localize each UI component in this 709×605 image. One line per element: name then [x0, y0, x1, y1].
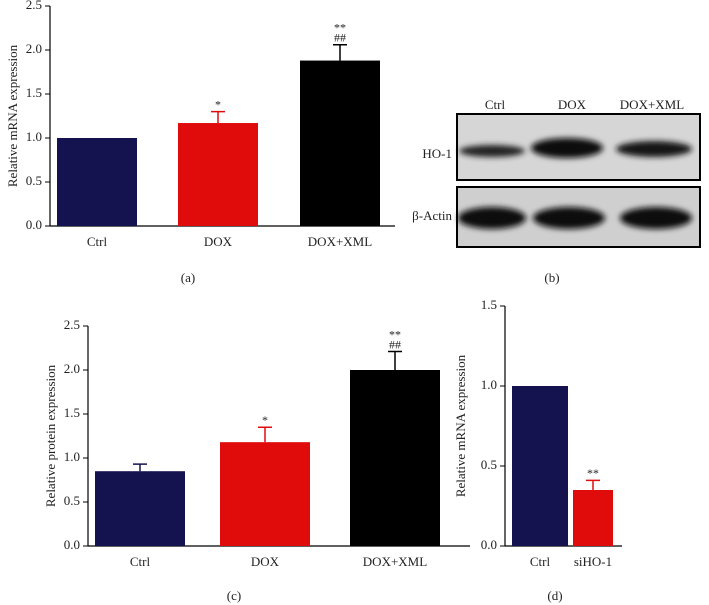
- bar: [95, 471, 185, 546]
- y-tick-label: 0.5: [481, 457, 497, 472]
- significance-label: **: [587, 466, 599, 480]
- band: [620, 207, 692, 229]
- y-tick-label: 1.0: [481, 377, 497, 392]
- significance-label: ##: [334, 30, 346, 44]
- y-axis-label: Relative mRNA expression: [453, 354, 468, 497]
- band: [616, 141, 692, 157]
- x-tick-label: siHO-1: [574, 554, 612, 569]
- y-tick-label: 2.5: [26, 0, 42, 12]
- y-tick-label: 2.0: [26, 41, 42, 56]
- bar: [573, 490, 613, 546]
- y-tick-label: 1.0: [26, 129, 42, 144]
- error-bar: [586, 479, 600, 490]
- lane-label: DOX: [558, 97, 587, 112]
- y-tick-label: 2.5: [64, 317, 80, 332]
- lane-label: Ctrl: [485, 97, 506, 112]
- error-bar: [211, 110, 225, 124]
- x-tick-label: DOX: [204, 234, 233, 249]
- significance-label: *: [215, 97, 221, 111]
- error-bar: [333, 43, 347, 61]
- y-tick-label: 1.5: [64, 405, 80, 420]
- y-tick-label: 0.5: [26, 173, 42, 188]
- x-tick-label: DOX+XML: [363, 554, 427, 569]
- western-blot: Ctrl DOX DOX+XML HO-1 β-Actin (b): [412, 97, 701, 285]
- y-tick-label: 1.5: [481, 297, 497, 312]
- y-tick-label: 0.0: [64, 537, 80, 552]
- row-label: HO-1: [422, 146, 452, 161]
- error-bar: [388, 350, 402, 370]
- bar: [512, 386, 568, 546]
- panel-caption: (c): [227, 588, 241, 603]
- x-tick-label: Ctrl: [530, 554, 551, 569]
- band: [459, 145, 525, 157]
- x-tick-label: DOX: [251, 554, 280, 569]
- y-axis-label: Relative mRNA expression: [5, 44, 20, 187]
- bar: [350, 370, 440, 546]
- significance-label: ##: [389, 337, 401, 351]
- significance-label: **: [389, 327, 401, 341]
- band: [458, 207, 526, 229]
- bar: [178, 123, 258, 226]
- bar: [57, 138, 137, 226]
- x-tick-label: Ctrl: [130, 554, 151, 569]
- y-axis-label: Relative protein expression: [43, 364, 58, 507]
- significance-label: **: [334, 20, 346, 34]
- y-tick-label: 1.0: [64, 449, 80, 464]
- y-tick-label: 0.0: [26, 217, 42, 232]
- significance-label: *: [262, 413, 268, 427]
- y-tick-label: 0.5: [64, 493, 80, 508]
- row-label: β-Actin: [412, 208, 452, 223]
- band: [531, 138, 603, 158]
- x-tick-label: DOX+XML: [308, 234, 372, 249]
- error-bar: [258, 426, 272, 443]
- panel-caption: (a): [181, 270, 195, 285]
- lane-label: DOX+XML: [620, 97, 684, 112]
- bar: [220, 442, 310, 546]
- band: [533, 207, 605, 229]
- error-bar: [133, 463, 147, 472]
- y-tick-label: 2.0: [64, 361, 80, 376]
- panel-caption: (d): [547, 588, 562, 603]
- y-tick-label: 1.5: [26, 85, 42, 100]
- bar: [300, 60, 380, 227]
- y-tick-label: 0.0: [481, 537, 497, 552]
- panel-caption: (b): [544, 270, 559, 285]
- x-tick-label: Ctrl: [87, 234, 108, 249]
